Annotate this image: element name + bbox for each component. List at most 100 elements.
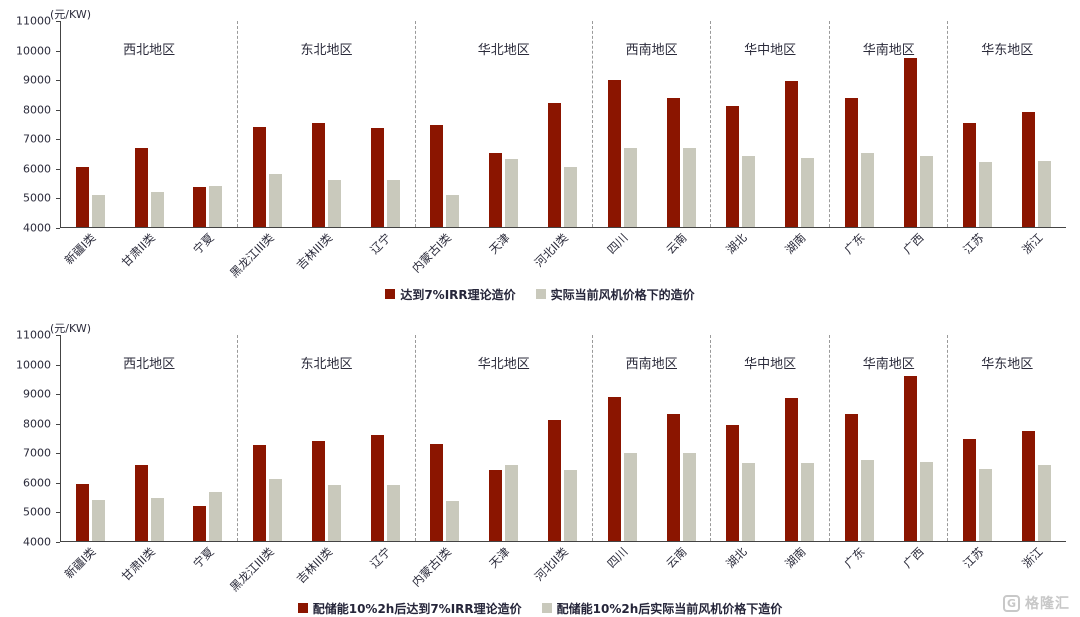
y-axis-tick-mark: [56, 80, 60, 82]
region-group: 华北地区 内蒙古I类 天津 河北II类: [409, 21, 592, 275]
bar: [253, 445, 267, 541]
y-axis-tick-mark: [56, 168, 60, 170]
bar: [785, 81, 799, 227]
x-axis-label: 内蒙古I类: [408, 544, 454, 590]
y-axis-tick-label: 10000: [16, 358, 51, 372]
bar: [666, 97, 680, 227]
bar: [134, 147, 148, 227]
region-group: 华东地区 江苏 浙江: [947, 21, 1066, 257]
bar: [75, 483, 89, 541]
x-axis-label: 江苏: [960, 230, 987, 257]
region-group: 华中地区 湖北 湖南: [710, 335, 829, 571]
legend-item: 配储能10%2h后实际当前风机价格下造价: [541, 600, 782, 617]
x-axis-label: 广西: [900, 544, 927, 571]
category-group: 河北II类: [532, 335, 592, 584]
legend-swatch: [385, 289, 396, 299]
x-axis-label: 天津: [486, 544, 513, 571]
legend-label: 配储能10%2h后达到7%IRR理论造价: [312, 601, 522, 616]
bar: [386, 485, 400, 541]
bar: [150, 191, 164, 227]
y-axis-tick-mark: [56, 394, 60, 396]
bar: [150, 498, 164, 541]
y-axis-tick-mark: [56, 542, 60, 543]
y-axis-tick-label: 10000: [16, 44, 51, 58]
region-group: 华北地区 内蒙古I类 天津 河北II类: [409, 335, 592, 589]
region-group: 东北地区 黑龙江III类 吉林III类 辽宁: [227, 335, 415, 594]
y-axis: 4000 5000 6000 7000 8000 9000 10000 11000: [14, 16, 60, 234]
legend-label: 实际当前风机价格下的造价: [550, 287, 695, 302]
bar: [623, 452, 637, 541]
bar: [446, 501, 460, 541]
y-axis-tick-mark: [56, 453, 60, 455]
bar: [801, 463, 815, 541]
y-axis-tick-label: 9000: [23, 73, 51, 87]
bar: [564, 470, 577, 541]
category-group: 新疆I类: [61, 335, 120, 581]
x-axis-label: 宁夏: [190, 230, 217, 257]
bar: [386, 179, 400, 227]
region-group: 东北地区 黑龙江III类 吉林III类 辽宁: [227, 21, 414, 280]
bar: [963, 439, 977, 541]
bar: [327, 485, 341, 541]
legend-swatch: [535, 289, 546, 299]
bar: [666, 414, 680, 541]
category-group: 广东: [830, 21, 889, 257]
x-axis-label: 浙江: [1018, 230, 1046, 257]
y-axis-tick-label: 7000: [23, 132, 51, 146]
x-axis-label: 吉林III类: [293, 544, 335, 587]
bar: [844, 414, 858, 541]
x-axis-label: 辽宁: [367, 230, 394, 257]
category-group: 内蒙古I类: [409, 335, 475, 589]
category-group: 湖北: [711, 21, 770, 257]
y-axis-tick-label: 6000: [23, 162, 51, 176]
category-group: 广西: [889, 335, 948, 571]
category-group: 甘肃II类: [119, 21, 179, 270]
bar: [269, 174, 283, 227]
x-axis-label: 辽宁: [367, 544, 394, 571]
y-axis-tick-mark: [56, 423, 60, 425]
region-group: 西南地区 四川 云南: [591, 335, 711, 571]
bar: [860, 153, 874, 227]
bar: [548, 103, 561, 227]
bar: [1038, 160, 1052, 227]
x-axis-label: 湖北: [723, 230, 750, 257]
legend-label: 达到7%IRR理论造价: [400, 287, 516, 302]
gelonghui-watermark: G 格隆汇: [1003, 593, 1070, 613]
category-group: 新疆I类: [61, 21, 120, 267]
bar: [489, 470, 503, 541]
y-axis-tick-label: 5000: [23, 505, 51, 519]
y-axis-tick-label: 4000: [23, 221, 51, 235]
y-axis-tick-label: 8000: [23, 417, 51, 431]
y-axis: 4000 5000 6000 7000 8000 9000 10000 11000: [14, 330, 60, 548]
x-axis-label: 湖北: [723, 544, 750, 571]
x-axis-label: 内蒙古I类: [408, 230, 454, 276]
y-axis-tick-label: 11000: [16, 14, 51, 28]
wind-cost-chart-bottom: (元/KW) 4000 5000 6000 7000 8000 9000 10000 1100…: [14, 320, 1066, 616]
bar: [919, 156, 933, 227]
gelonghui-logo-icon: G: [1003, 594, 1020, 612]
y-axis-tick-label: 4000: [23, 535, 51, 549]
bar: [489, 153, 503, 227]
y-axis-tick-label: 8000: [23, 103, 51, 117]
bar: [919, 461, 933, 541]
bar: [742, 156, 756, 227]
category-group: 江苏: [948, 335, 1007, 571]
category-group: 河北II类: [532, 21, 592, 270]
category-group: 辽宁: [356, 335, 415, 571]
category-group: 湖南: [770, 21, 829, 257]
category-group: 黑龙江III类: [227, 21, 297, 280]
bar: [446, 194, 460, 227]
x-axis-label: 甘肃II类: [118, 544, 158, 584]
x-axis-label: 江苏: [960, 544, 987, 571]
x-axis-label: 天津: [486, 230, 513, 257]
bar: [963, 122, 977, 227]
region-group: 华南地区 广东 广西: [828, 335, 948, 571]
region-group: 华南地区 广东 广西: [828, 21, 948, 257]
x-axis-label: 湖南: [781, 544, 809, 571]
bar: [209, 185, 223, 227]
bar: [311, 122, 325, 227]
category-group: 内蒙古I类: [409, 21, 475, 275]
bar: [785, 398, 799, 541]
bar: [564, 166, 577, 227]
bar: [505, 464, 519, 541]
